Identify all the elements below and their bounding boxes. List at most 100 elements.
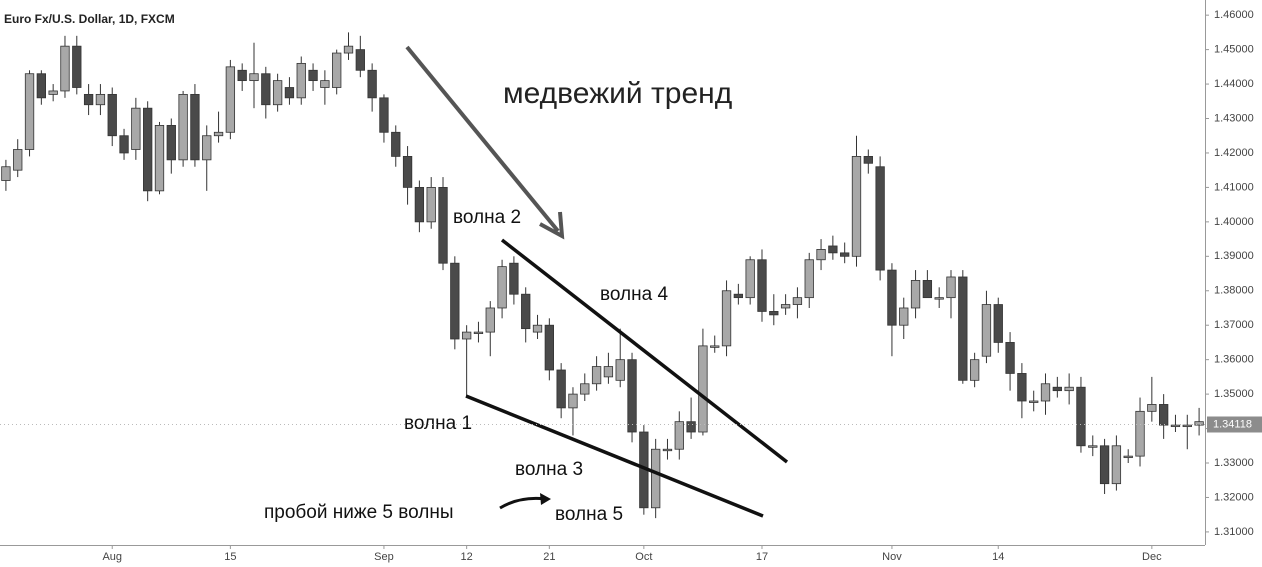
- candle-body: [296, 62, 306, 99]
- candle-body: [272, 80, 283, 106]
- candle-body: [1123, 455, 1133, 459]
- candle-body: [213, 131, 224, 137]
- candle-body: [686, 421, 696, 433]
- candle-body: [840, 252, 850, 257]
- candle-body: [284, 87, 295, 99]
- y-tick-label: 1.38000: [1214, 285, 1254, 297]
- candle-body: [1194, 421, 1204, 426]
- candle-body: [473, 331, 484, 334]
- candle-body: [166, 124, 176, 161]
- candle-body: [1158, 404, 1169, 426]
- candle-body: [674, 421, 684, 450]
- candle-body: [816, 249, 826, 261]
- x-tick-label: Dec: [1142, 551, 1162, 563]
- candle-body: [461, 331, 472, 340]
- candle-body: [450, 262, 460, 340]
- x-tick-label: 14: [992, 551, 1004, 563]
- candle-body: [627, 359, 637, 433]
- y-tick-label: 1.37000: [1214, 319, 1254, 331]
- x-tick-label: 12: [461, 551, 473, 563]
- candle-body: [438, 187, 448, 264]
- candle-body: [1040, 383, 1051, 402]
- wave-label: волна 1: [404, 413, 472, 434]
- candle-body: [308, 69, 318, 82]
- candle-body: [698, 345, 708, 433]
- candle-body: [745, 259, 755, 299]
- candle-body: [875, 166, 885, 271]
- trend-arrow-head: [539, 211, 565, 240]
- candle-body: [887, 269, 897, 326]
- candle-body: [969, 359, 980, 381]
- candle-body: [107, 93, 117, 137]
- candle-body: [1111, 445, 1122, 485]
- candle-body: [1076, 386, 1086, 447]
- candle-body: [1170, 424, 1181, 428]
- candle-body: [509, 262, 519, 295]
- candle-body: [792, 297, 803, 305]
- candle-body: [804, 259, 814, 299]
- candles: [1, 32, 1204, 519]
- candle-body: [24, 73, 35, 150]
- candle-body: [1088, 445, 1098, 448]
- y-tick-label: 1.41000: [1214, 181, 1254, 193]
- candle-body: [958, 276, 968, 381]
- candle-body: [721, 290, 732, 347]
- y-tick-label: 1.45000: [1214, 44, 1254, 56]
- trend-line-upper: [500, 238, 789, 464]
- y-tick-label: 1.42000: [1214, 147, 1254, 159]
- x-tick-label: 17: [756, 551, 768, 563]
- y-tick-label: 1.32000: [1214, 491, 1254, 503]
- candle-body: [367, 69, 377, 99]
- candle-body: [934, 297, 944, 300]
- candle-body: [414, 187, 425, 223]
- candle-body: [922, 280, 933, 299]
- candle-body: [615, 359, 625, 381]
- candle-body: [95, 93, 106, 106]
- candle-body: [556, 369, 566, 409]
- candle-body: [119, 135, 129, 154]
- candle-body: [48, 90, 58, 95]
- candle-body: [1064, 386, 1074, 392]
- candle-body: [190, 93, 200, 161]
- candle-body: [131, 107, 141, 150]
- candle-body: [981, 304, 992, 357]
- wave-label: волна 3: [515, 459, 583, 480]
- candle-body: [521, 293, 531, 330]
- y-tick-label: 1.39000: [1214, 250, 1254, 262]
- candle-body: [355, 49, 365, 71]
- y-tick-label: 1.36000: [1214, 354, 1254, 366]
- candle-body: [60, 45, 70, 92]
- x-tick-label: 21: [543, 551, 555, 563]
- candle-body: [780, 304, 791, 309]
- trend-arrow: [405, 45, 560, 233]
- candle-body: [603, 366, 614, 378]
- candle-body: [1182, 424, 1192, 428]
- candle-body: [591, 366, 602, 385]
- wave-label: волна 2: [453, 207, 521, 228]
- candle-body: [497, 266, 507, 309]
- candle-body: [154, 124, 165, 192]
- candle-body: [391, 131, 401, 157]
- candle-body: [237, 69, 247, 82]
- candle-body: [568, 393, 578, 409]
- candle-body: [1052, 386, 1062, 392]
- candle-body: [402, 156, 413, 188]
- x-tick-label: Nov: [882, 551, 902, 563]
- candle-body: [72, 45, 82, 88]
- y-tick-label: 1.43000: [1214, 112, 1254, 124]
- candle-body: [332, 52, 342, 88]
- candle-body: [1, 166, 11, 181]
- candle-body: [379, 97, 389, 133]
- candle-body: [863, 156, 873, 164]
- candle-body: [710, 345, 720, 348]
- candle-body: [178, 93, 188, 161]
- chart-title: Euro Fx/U.S. Dollar, 1D, FXCM: [4, 12, 175, 26]
- candle-body: [662, 448, 673, 452]
- candle-body: [202, 135, 212, 161]
- y-tick-label: 1.33000: [1214, 457, 1254, 469]
- candle-body: [580, 383, 590, 395]
- candle-body: [485, 307, 495, 333]
- candle-body: [757, 259, 767, 312]
- y-tick-label: 1.35000: [1214, 388, 1254, 400]
